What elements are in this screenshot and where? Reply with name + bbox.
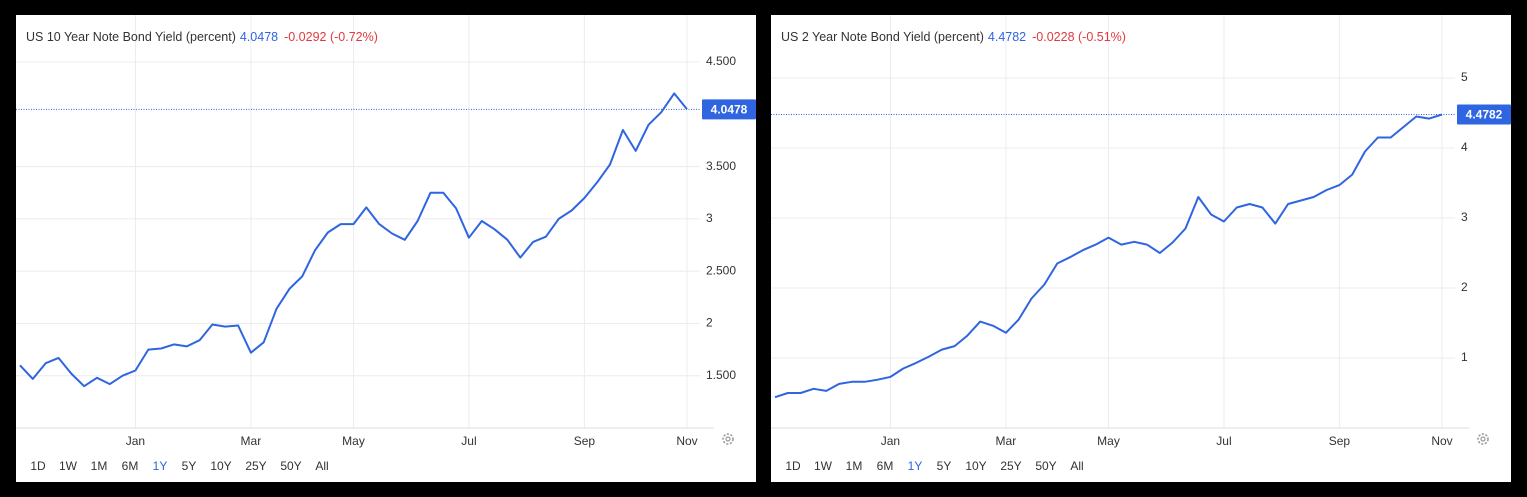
header-value: 4.4782: [988, 30, 1026, 44]
gear-hub: [725, 436, 731, 442]
x-tick-label: Sep: [574, 434, 596, 448]
chart-panel: Jan Mar May Jul Sep Nov 5 4 3 2 1 4.4782 US 2 Year N…: [771, 15, 1511, 482]
range-button[interactable]: 25Y: [1000, 459, 1021, 473]
y-tick-label: 2.500: [706, 263, 736, 277]
gear-hub: [1480, 436, 1486, 442]
current-value-label: 4.4782: [1466, 108, 1503, 122]
x-tick-label: Jan: [126, 434, 145, 448]
x-tick-label: Nov: [676, 434, 697, 448]
x-tick-label: Mar: [241, 434, 262, 448]
x-tick-label: Jul: [461, 434, 476, 448]
range-button[interactable]: 5Y: [182, 459, 197, 473]
y-tick-label: 1.500: [706, 368, 736, 382]
chart-header: US 10 Year Note Bond Yield (percent) 4.04…: [26, 30, 378, 44]
range-button[interactable]: 50Y: [1035, 459, 1056, 473]
x-tick-label: May: [342, 434, 365, 448]
range-button[interactable]: 10Y: [210, 459, 231, 473]
range-button[interactable]: 1D: [30, 459, 46, 473]
range-button[interactable]: 1W: [814, 459, 833, 473]
y-tick-label: 4: [1461, 140, 1468, 154]
x-tick-label: May: [1097, 434, 1120, 448]
y-tick-label: 2: [1461, 280, 1468, 294]
x-tick-label: Jul: [1216, 434, 1231, 448]
range-button[interactable]: 25Y: [245, 459, 266, 473]
chart-title: US 10 Year Note Bond Yield (percent): [26, 30, 236, 44]
y-tick-label: 3: [1461, 210, 1468, 224]
header-change: -0.0292 (-0.72%): [284, 30, 378, 44]
range-button[interactable]: 6M: [122, 459, 139, 473]
gear-ring: [722, 433, 734, 445]
y-tick-label: 2: [706, 316, 713, 330]
range-button[interactable]: 1M: [91, 459, 108, 473]
range-button[interactable]: 5Y: [937, 459, 952, 473]
y-tick-label: 3: [706, 211, 713, 225]
yield-line: [774, 113, 1443, 399]
header-change: -0.0228 (-0.51%): [1032, 30, 1126, 44]
x-tick-label: Mar: [996, 434, 1017, 448]
chart-panel: Jan Mar May Jul Sep Nov 4.500 3.500 3 2.500 2 1.500…: [16, 15, 756, 482]
range-button[interactable]: 1Y: [153, 459, 168, 473]
chart-title: US 2 Year Note Bond Yield (percent): [781, 30, 984, 44]
range-button[interactable]: 50Y: [280, 459, 301, 473]
y-tick-label: 3.500: [706, 159, 736, 173]
y-tick-label: 1: [1461, 350, 1468, 364]
range-button[interactable]: 1D: [785, 459, 801, 473]
range-button[interactable]: 6M: [877, 459, 894, 473]
range-button[interactable]: All: [315, 459, 328, 473]
range-button[interactable]: 1Y: [908, 459, 923, 473]
x-tick-label: Jan: [881, 434, 900, 448]
header-value: 4.0478: [240, 30, 278, 44]
settings-button[interactable]: [1477, 433, 1489, 445]
x-tick-label: Sep: [1329, 434, 1351, 448]
current-value-box: [1457, 104, 1511, 125]
range-button[interactable]: 1M: [846, 459, 863, 473]
yield-line: [19, 92, 688, 388]
range-button[interactable]: All: [1070, 459, 1083, 473]
gear-ring: [1477, 433, 1489, 445]
y-tick-label: 5: [1461, 70, 1468, 84]
range-button[interactable]: 10Y: [965, 459, 986, 473]
chart: Jan Mar May Jul Sep Nov 4.500 3.500 3 2.500 2 1.500…: [16, 15, 756, 473]
settings-button[interactable]: [722, 433, 734, 445]
chart-header: US 2 Year Note Bond Yield (percent) 4.478…: [781, 30, 1126, 44]
current-value-box: [702, 99, 756, 120]
current-value-label: 4.0478: [711, 103, 748, 117]
y-tick-label: 4.500: [706, 54, 736, 68]
range-button[interactable]: 1W: [59, 459, 78, 473]
x-tick-label: Nov: [1431, 434, 1452, 448]
